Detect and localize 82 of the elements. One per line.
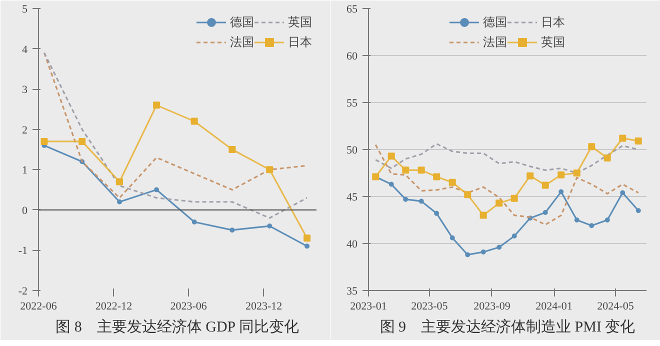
y-tick-label: 45 <box>346 192 358 204</box>
legend-label: 法国 <box>483 34 507 50</box>
point <box>604 154 611 162</box>
y-tick-label: -1 <box>18 245 28 258</box>
point <box>267 224 272 229</box>
point <box>418 166 425 174</box>
point <box>228 146 236 153</box>
point <box>496 244 502 250</box>
point <box>403 196 408 202</box>
point <box>634 138 642 145</box>
y-tick-label: 40 <box>346 238 358 250</box>
y-tick-label: -2 <box>18 286 28 298</box>
point <box>388 182 394 187</box>
point <box>304 244 310 249</box>
point <box>620 190 626 196</box>
line-series <box>374 144 640 226</box>
legend-label: 德国 <box>230 14 254 30</box>
point <box>192 220 197 225</box>
point <box>154 187 160 192</box>
legend-label: 德国 <box>483 14 507 30</box>
point <box>604 218 610 222</box>
point <box>526 172 534 180</box>
point <box>542 210 548 215</box>
point <box>266 166 274 174</box>
point <box>464 191 472 198</box>
point <box>153 102 160 109</box>
point <box>40 138 48 145</box>
point <box>388 152 395 160</box>
text: 图 8 主要发达经济体 GDP 同比变化 <box>56 318 299 336</box>
point <box>480 212 487 219</box>
y-tick-label: 60 <box>346 50 358 62</box>
y-tick-label: 3 <box>22 84 28 96</box>
point <box>558 189 564 194</box>
point <box>434 210 440 216</box>
point <box>418 198 424 204</box>
x-tick-label: 2023-06 <box>170 300 208 312</box>
point <box>510 194 518 202</box>
legend-label: 英国 <box>541 34 565 50</box>
point <box>512 233 517 238</box>
point <box>433 173 440 180</box>
point <box>450 235 455 240</box>
x-tick-label: 2023-12 <box>246 300 282 312</box>
point <box>480 249 486 254</box>
point <box>116 178 124 186</box>
legend-label: 日本 <box>541 14 565 30</box>
point <box>496 200 503 207</box>
point <box>573 170 580 176</box>
y-tick-label: 5 <box>22 4 28 16</box>
point <box>542 182 549 189</box>
y-tick-label: 0 <box>22 204 28 217</box>
y-tick-label: 50 <box>346 144 358 156</box>
point <box>589 223 594 228</box>
y-tick-label: 55 <box>346 98 358 110</box>
x-tick-label: 2023-05 <box>411 300 448 312</box>
point <box>574 218 580 222</box>
point <box>465 252 470 258</box>
point <box>230 228 235 233</box>
legend-label: 法国 <box>230 34 254 50</box>
y-tick-label: 35 <box>346 286 358 298</box>
x-tick-label: 2023-01 <box>350 300 387 312</box>
point <box>117 199 122 204</box>
x-tick-label: 2022-06 <box>20 300 58 312</box>
x-tick-label: 2022-12 <box>95 300 132 312</box>
y-tick-label: 2 <box>22 124 28 136</box>
point <box>402 166 410 174</box>
point <box>558 171 565 178</box>
legend-label: 英国 <box>288 14 312 30</box>
x-tick-label: 2024-05 <box>597 300 634 312</box>
x-tick-label: 2024-01 <box>536 300 572 312</box>
legend-label: 日本 <box>288 34 312 50</box>
y-tick-label: 4 <box>22 44 28 56</box>
text: 图 9 主要发达经济体制造业 PMI 变化 <box>380 318 636 336</box>
x-tick-label: 2023-09 <box>474 300 511 312</box>
point <box>304 234 311 242</box>
y-tick-label: 65 <box>346 4 358 16</box>
point <box>448 178 456 186</box>
y-tick-label: 1 <box>22 164 28 177</box>
point <box>636 208 641 214</box>
point <box>588 143 596 150</box>
point <box>190 118 198 125</box>
point <box>78 138 86 145</box>
point <box>619 134 626 142</box>
